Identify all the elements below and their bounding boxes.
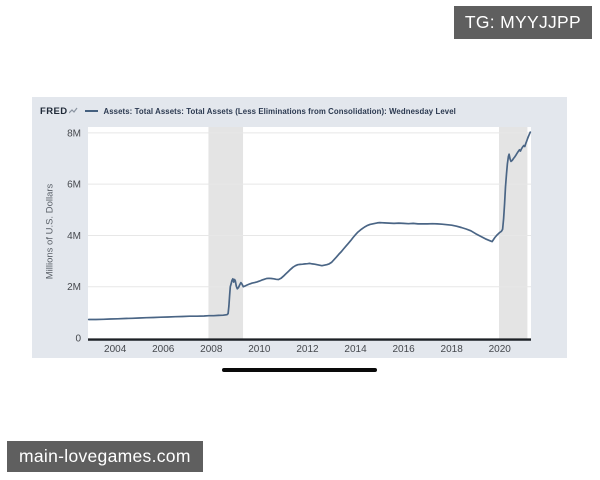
- svg-text:2M: 2M: [67, 282, 81, 293]
- svg-text:2006: 2006: [152, 344, 175, 355]
- svg-text:2010: 2010: [248, 344, 271, 355]
- svg-text:2016: 2016: [392, 344, 415, 355]
- svg-text:2008: 2008: [200, 344, 223, 355]
- chart-title: Assets: Total Assets: Total Assets (Less…: [103, 106, 456, 116]
- fred-chart-card: FRED Assets: Total Assets: Total Assets …: [32, 97, 567, 358]
- watermark-tg-badge: TG: MYYJJPP: [453, 6, 592, 39]
- svg-text:2020: 2020: [489, 344, 512, 355]
- svg-text:4M: 4M: [67, 231, 81, 242]
- y-axis-title: Millions of U.S. Dollars: [44, 183, 56, 280]
- series-legend-line-icon: [85, 110, 99, 112]
- fred-logo: FRED: [40, 105, 68, 117]
- svg-text:0: 0: [75, 334, 81, 345]
- svg-text:6M: 6M: [67, 180, 81, 191]
- y-axis-labels: 0 2M 4M 6M 8M: [67, 128, 81, 344]
- recession-bands: [208, 127, 528, 339]
- svg-text:2004: 2004: [104, 344, 127, 355]
- line-chart-plot: 0 2M 4M 6M 8M 2004 2006 2008 2010 2012 2014 2016 201…: [67, 127, 532, 355]
- divider-bar: [222, 368, 377, 372]
- svg-text:2012: 2012: [296, 344, 319, 355]
- plot-background: [88, 127, 531, 339]
- chart-header: FRED Assets: Total Assets: Total Assets …: [40, 103, 456, 119]
- watermark-site-url: main-lovegames.com: [7, 441, 203, 472]
- data-line: [87, 131, 532, 321]
- svg-text:2014: 2014: [344, 344, 367, 355]
- svg-text:2018: 2018: [441, 344, 464, 355]
- fred-logo-squiggle-icon: [69, 102, 78, 120]
- x-axis-labels: 2004 2006 2008 2010 2012 2014 2016 2018 2020: [104, 344, 511, 355]
- svg-text:8M: 8M: [67, 128, 81, 139]
- gridlines: [88, 132, 531, 288]
